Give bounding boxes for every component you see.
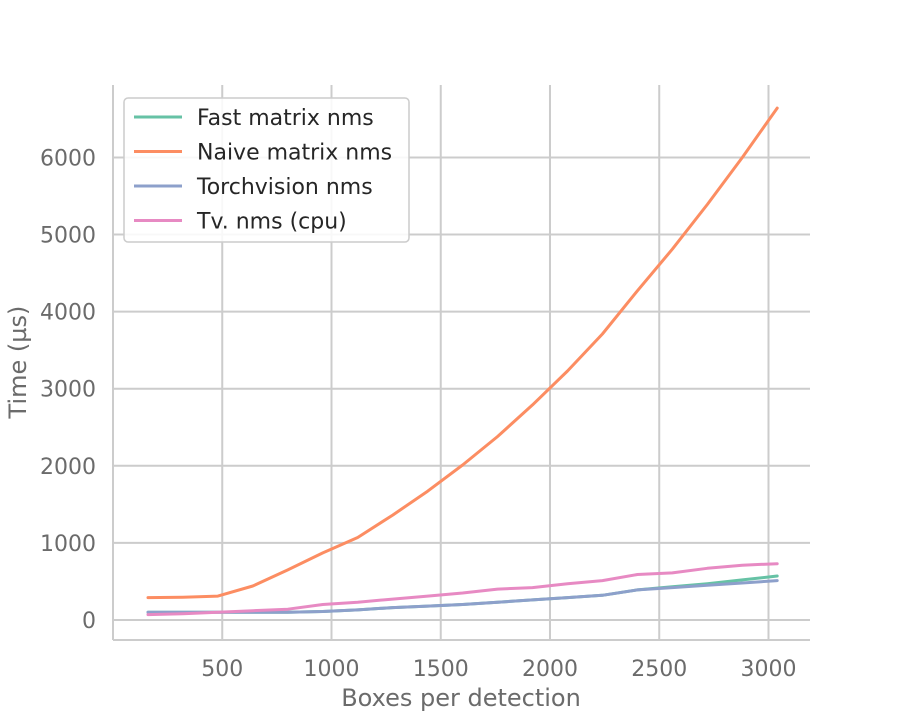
- y-tick-label: 5000: [40, 224, 96, 249]
- legend-label: Fast matrix nms: [197, 106, 374, 131]
- legend-box: [123, 97, 410, 243]
- y-tick-label: 1000: [40, 532, 96, 557]
- axes: [112, 85, 810, 641]
- series-line: [146, 579, 779, 614]
- series-line: [146, 106, 779, 600]
- x-tick-label: 2000: [522, 657, 578, 682]
- x-tick-label: 1500: [413, 657, 469, 682]
- y-tick-labels: 0 1000 2000 3000 4000 5000 6000: [40, 146, 96, 634]
- x-tick-label: 3000: [740, 657, 796, 682]
- y-tick-label: 4000: [40, 301, 96, 326]
- x-axis-label: Boxes per detection: [341, 684, 581, 712]
- legend: Fast matrix nms Naive matrix nms Torchvisi…: [123, 97, 410, 243]
- x-tick-label: 2500: [631, 657, 687, 682]
- legend-label: Tv. nms (cpu): [196, 210, 347, 235]
- y-tick-label: 2000: [40, 455, 96, 480]
- legend-label: Naive matrix nms: [197, 141, 392, 166]
- y-tick-label: 6000: [40, 146, 96, 171]
- series-line: [146, 562, 779, 617]
- legend-label: Torchvision nms: [196, 175, 373, 200]
- x-tick-labels: 500 1000 1500 2000 2500 3000: [201, 657, 796, 682]
- y-axis-label: Time (µs): [4, 306, 32, 420]
- series-lines: [146, 106, 779, 617]
- x-tick-label: 1000: [303, 657, 359, 682]
- y-tick-label: 3000: [40, 378, 96, 403]
- x-tick-label: 500: [201, 657, 243, 682]
- y-tick-label: 0: [82, 609, 96, 634]
